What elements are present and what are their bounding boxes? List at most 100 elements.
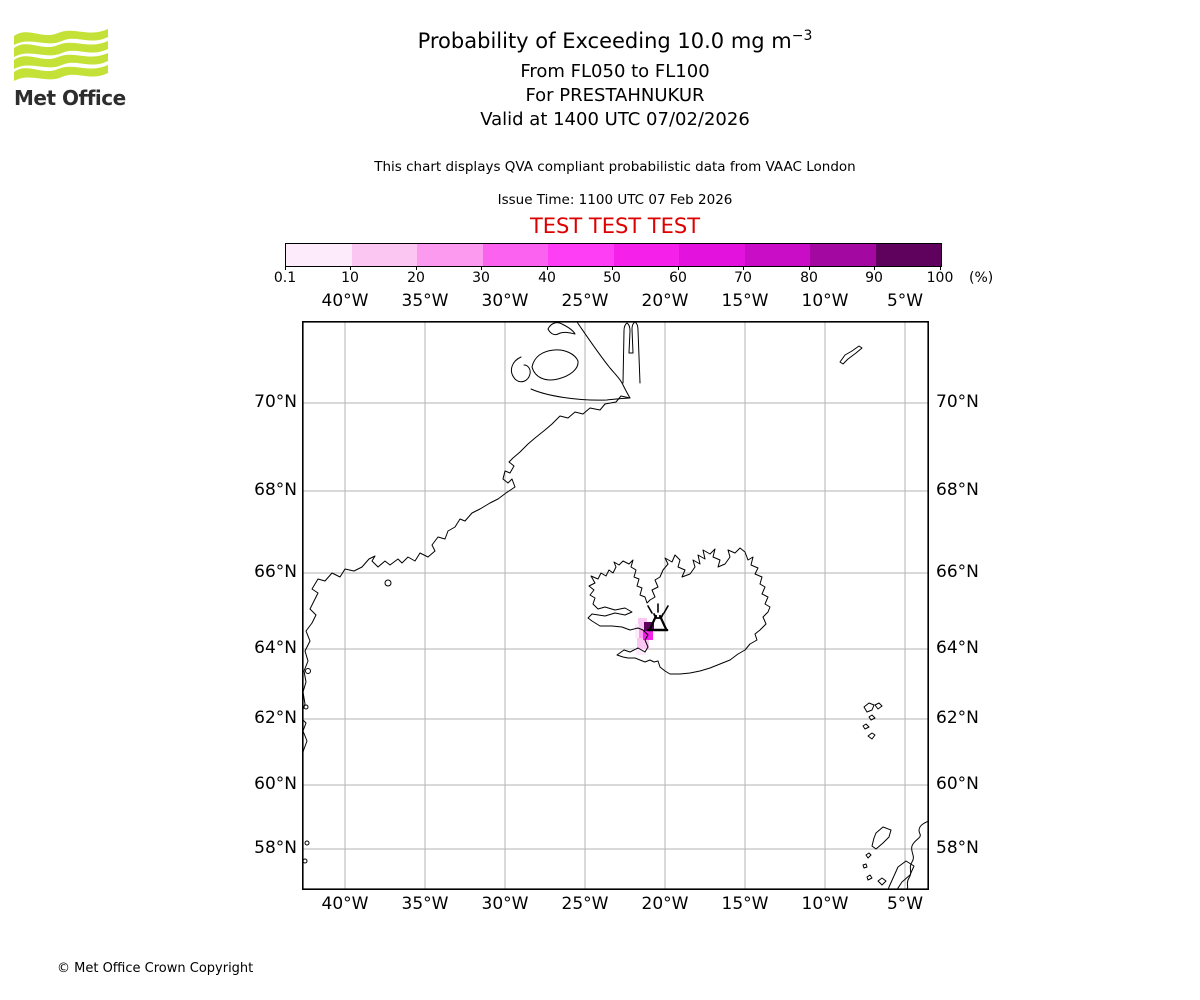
lat-label-left: 58°N: [254, 838, 297, 858]
coastline-jan-mayen: [839, 345, 863, 365]
copyright-text: © Met Office Crown Copyright: [57, 961, 254, 976]
coastline-iceland: [587, 547, 771, 675]
colorbar-tick: [547, 266, 548, 270]
coastline-islet: [305, 668, 311, 674]
colorbar-tick-label: 70: [734, 270, 752, 286]
coastline-faroes: [863, 702, 875, 713]
coastline-scotland: [887, 860, 915, 890]
colorbar-tick-label: 80: [800, 270, 818, 286]
colorbar-segment: [613, 244, 679, 266]
colorbar-tick-label: 10: [341, 270, 359, 286]
coastline-islet: [865, 852, 872, 859]
colorbar-tick: [743, 266, 744, 270]
lon-label-top: 15°W: [721, 291, 769, 311]
coastline-greenland-island: [531, 349, 579, 381]
grid-lines: [302, 321, 929, 890]
colorbar-tick: [612, 266, 613, 270]
subtitle-volcano: For PRESTAHNUKUR: [525, 85, 705, 106]
coastline-greenland-fjord: [547, 322, 576, 336]
coastline-islet: [304, 840, 310, 846]
probability-cell: [637, 638, 649, 649]
coastline-islet: [866, 874, 873, 881]
colorbar-segment: [548, 244, 614, 266]
colorbar-tick-label: 60: [669, 270, 687, 286]
colorbar-tick-label: 100: [926, 270, 954, 286]
probability-cell: [638, 618, 647, 630]
lat-label-left: 64°N: [254, 638, 297, 658]
lon-label-top: 35°W: [401, 291, 449, 311]
probability-cell: [639, 630, 644, 644]
colorbar-tick-label: 0.1: [273, 270, 297, 286]
coastline-hebrides: [871, 826, 892, 850]
colorbar-segment: [810, 244, 876, 266]
colorbar-tick: [481, 266, 482, 270]
lon-label-bottom: 20°W: [641, 894, 689, 914]
probability-cell: [635, 624, 639, 638]
lat-label-right: 58°N: [936, 838, 979, 858]
lon-label-bottom: 10°W: [801, 894, 849, 914]
lon-label-top: 25°W: [561, 291, 609, 311]
lon-label-bottom: 5°W: [886, 894, 924, 914]
colorbar-tick: [350, 266, 351, 270]
test-banner: TEST TEST TEST: [529, 214, 701, 238]
lat-label-right: 60°N: [936, 774, 979, 794]
subtitle-flight-levels: From FL050 to FL100: [520, 61, 710, 82]
probability-cell: [636, 649, 646, 655]
lat-label-right: 70°N: [936, 392, 979, 412]
colorbar-tick-label: 40: [538, 270, 556, 286]
lon-label-bottom: 15°W: [721, 894, 769, 914]
subtitle-valid-time: Valid at 1400 UTC 07/02/2026: [480, 109, 750, 130]
lon-label-top: 30°W: [481, 291, 529, 311]
colorbar-tick: [678, 266, 679, 270]
lon-label-bottom: 35°W: [401, 894, 449, 914]
colorbar-tick: [940, 266, 941, 270]
coastline-faroes: [874, 702, 883, 710]
volcano-eruption-icon: [646, 603, 669, 632]
coastline-faroes: [868, 714, 876, 721]
lon-label-bottom: 30°W: [481, 894, 529, 914]
colorbar-tick-label: 50: [603, 270, 621, 286]
colorbar-segment: [417, 244, 483, 266]
lat-label-right: 64°N: [936, 638, 979, 658]
coastline-greenland-shore: [530, 388, 631, 401]
lon-label-top: 20°W: [641, 291, 689, 311]
colorbar-tick-label: 20: [407, 270, 425, 286]
coastline-greenland: [302, 395, 631, 713]
colorbar-tick-label: 90: [865, 270, 883, 286]
lon-label-top: 40°W: [321, 291, 369, 311]
lat-label-left: 66°N: [254, 562, 297, 582]
colorbar-segment: [286, 244, 352, 266]
coastline-greenland-fjord: [510, 356, 531, 383]
coastline-islet: [877, 877, 887, 886]
page-title: Probability of Exceeding 10.0 mg m−3: [417, 28, 813, 53]
coastline-faroes: [862, 723, 870, 730]
issue-time: Issue Time: 1100 UTC 07 Feb 2026: [497, 192, 733, 208]
lat-label-right: 68°N: [936, 480, 979, 500]
logo-wordmark: Met Office: [14, 86, 126, 110]
lat-label-left: 68°N: [254, 480, 297, 500]
coastlines: [302, 321, 929, 890]
lon-label-top: 5°W: [886, 291, 924, 311]
coastline-scotland: [905, 820, 929, 890]
qva-description: This chart displays QVA compliant probab…: [374, 159, 856, 175]
colorbar-tick: [285, 266, 286, 270]
colorbar-segment: [351, 244, 417, 266]
lat-label-right: 66°N: [936, 562, 979, 582]
header-block: Probability of Exceeding 10.0 mg m−3 Fro…: [115, 28, 1115, 130]
colorbar-segment: [679, 244, 745, 266]
coastline-islet: [303, 704, 309, 710]
map-frame: [302, 321, 929, 890]
coastline-faroes: [867, 732, 876, 740]
met-office-logo-icon: [14, 29, 108, 81]
colorbar-unit: (%): [969, 270, 994, 286]
coastline-islet: [302, 858, 308, 864]
coastline-islet: [862, 863, 868, 869]
probability-cell: [644, 622, 654, 631]
colorbar-tick: [416, 266, 417, 270]
colorbar-segment: [875, 244, 941, 266]
coastline-greenland-fjord: [622, 321, 641, 384]
colorbar-segment: [482, 244, 548, 266]
lon-label-bottom: 40°W: [321, 894, 369, 914]
colorbar-tick-label: 30: [472, 270, 490, 286]
